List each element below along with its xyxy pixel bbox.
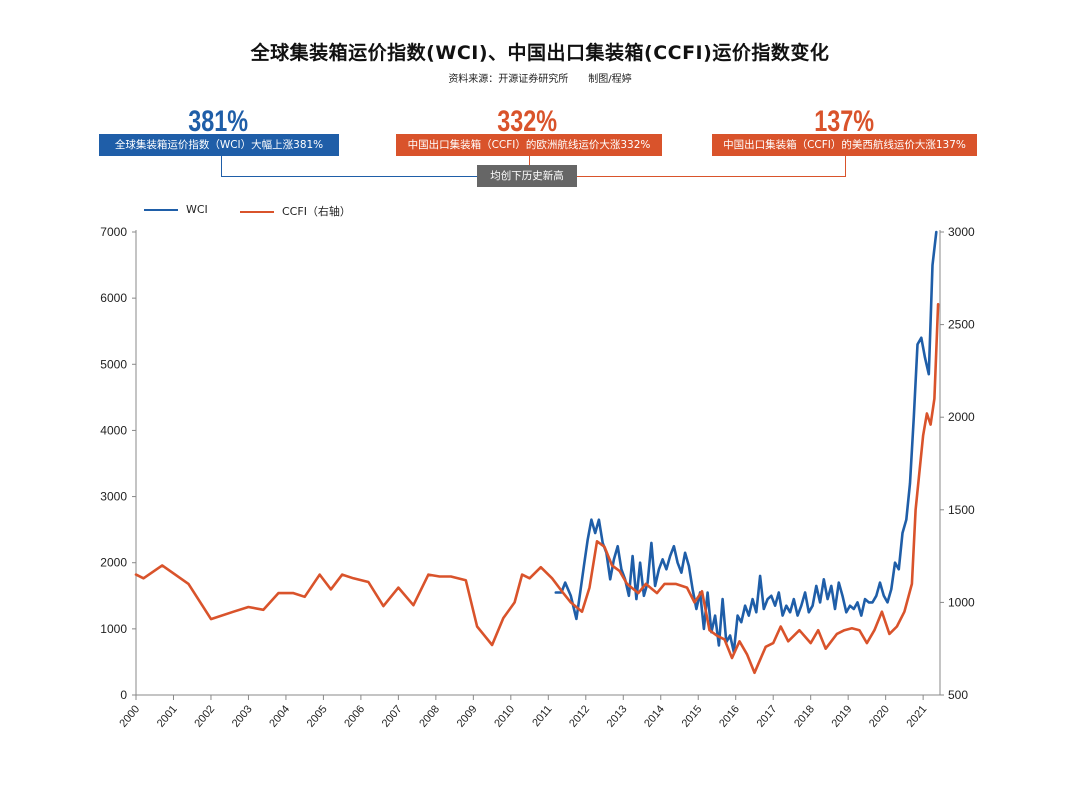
connector-blue-vertical (221, 156, 222, 177)
chart-axes: 0 1000 2000 3000 4000 5000 6000 7000 500 1000 1500… (100, 225, 975, 730)
chart-source: 资料来源：开源证券研究所 制图/程婷 (448, 74, 632, 85)
y-right-tick-label: 1000 (948, 595, 975, 609)
x-tick-label: 2005 (305, 703, 330, 729)
x-tick-label: 2011 (530, 703, 554, 729)
x-tick-label: 2015 (680, 703, 705, 729)
legend-ccfi: CCFI（右轴） (240, 203, 351, 219)
x-tick-label: 2017 (755, 703, 780, 729)
legend-wci-swatch (144, 209, 178, 211)
connector-orange-horizontal (577, 176, 845, 177)
x-tick-label: 2018 (792, 703, 817, 729)
connector-blue-horizontal (221, 176, 477, 177)
x-tick-label: 2020 (867, 703, 892, 729)
x-tick-label: 2002 (192, 703, 217, 729)
x-tick-label: 2007 (380, 703, 405, 729)
callout-wci-label: 全球集装箱运价指数（WCI）大幅上涨381% (99, 134, 339, 156)
y-left-tick-label: 4000 (100, 423, 127, 437)
legend-ccfi-label: CCFI（右轴） (282, 205, 351, 218)
x-tick-label: 2021 (905, 703, 930, 729)
callout-ccfi-europe-label: 中国出口集装箱（CCFI）的欧洲航线运价大涨332% (396, 134, 662, 156)
y-right-tick-label: 500 (948, 688, 968, 702)
wci-series-line (554, 230, 938, 654)
chart-title: 全球集装箱运价指数(WCI)、中国出口集装箱(CCFI)运价指数变化 (250, 42, 830, 64)
ccfi-series-line (134, 302, 940, 675)
y-right-tick-label: 2500 (948, 318, 975, 332)
y-left-tick-label: 3000 (100, 490, 127, 504)
legend-wci: WCI (144, 203, 208, 216)
y-right-tick-label: 1500 (948, 503, 975, 517)
y-left-tick-label: 7000 (100, 225, 127, 239)
y-left-tick-label: 0 (120, 688, 127, 702)
y-left-tick-label: 1000 (100, 622, 127, 636)
x-tick-label: 2012 (567, 703, 592, 729)
x-tick-label: 2013 (605, 703, 630, 729)
x-tick-label: 2014 (642, 703, 667, 729)
x-tick-label: 2000 (117, 703, 142, 729)
connector-orange-vertical-right (845, 156, 846, 177)
legend: WCI (144, 203, 208, 216)
y-left-tick-label: 2000 (100, 556, 127, 570)
record-high-note: 均创下历史新高 (477, 165, 577, 187)
x-tick-label: 2016 (717, 703, 742, 729)
y-left-tick-label: 6000 (100, 291, 127, 305)
y-right-tick-label: 3000 (948, 225, 975, 239)
x-tick-label: 2008 (417, 703, 442, 729)
callout-ccfi-uswest-label: 中国出口集装箱（CCFI）的美西航线运价大涨137% (712, 134, 977, 156)
y-left-tick-label: 5000 (100, 357, 127, 371)
legend-ccfi-swatch (240, 211, 274, 213)
callout-ccfi-europe-value: 332% (497, 105, 558, 138)
y-right-tick-label: 2000 (948, 410, 975, 424)
x-tick-label: 2001 (155, 703, 180, 729)
legend-wci-label: WCI (186, 203, 208, 216)
callout-ccfi-uswest-value: 137% (814, 105, 875, 138)
x-tick-label: 2004 (267, 703, 292, 729)
connector-orange-vertical-mid (529, 156, 530, 165)
x-tick-label: 2003 (230, 703, 255, 729)
chart-series (134, 230, 940, 675)
x-tick-label: 2010 (492, 703, 517, 729)
x-tick-label: 2009 (455, 703, 480, 729)
x-tick-label: 2006 (342, 703, 367, 729)
x-tick-label: 2019 (830, 703, 855, 729)
callout-wci-value: 381% (188, 105, 249, 138)
